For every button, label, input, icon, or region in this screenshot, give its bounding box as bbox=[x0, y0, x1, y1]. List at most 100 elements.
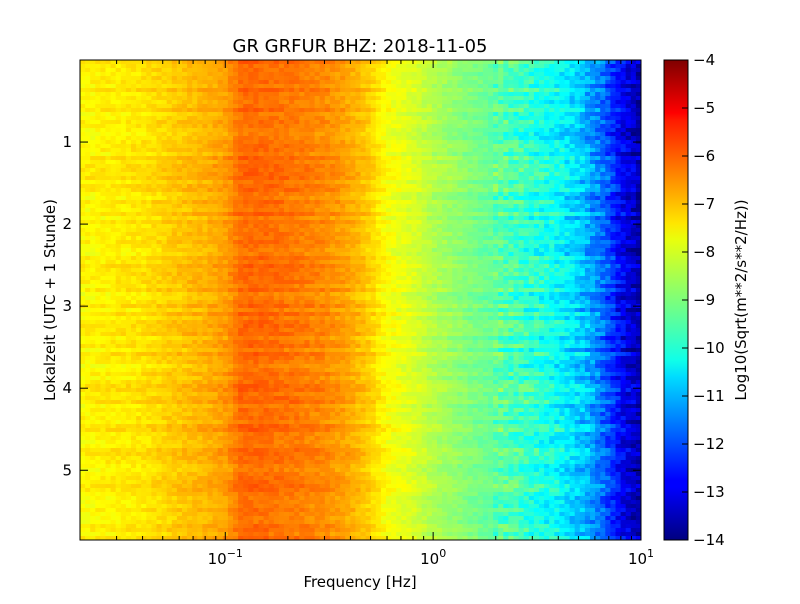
heatmap-cell bbox=[284, 332, 290, 337]
heatmap-cell bbox=[166, 484, 173, 489]
heatmap-cell bbox=[80, 192, 86, 197]
heatmap-cell bbox=[146, 64, 152, 69]
heatmap-cell bbox=[233, 140, 239, 145]
heatmap-cell bbox=[284, 420, 290, 425]
heatmap-cell bbox=[105, 184, 112, 189]
heatmap-cell bbox=[80, 168, 86, 173]
heatmap-cell bbox=[268, 452, 275, 457]
heatmap-cell bbox=[263, 188, 270, 193]
heatmap-cell bbox=[222, 180, 229, 185]
heatmap-cell bbox=[125, 316, 132, 321]
heatmap-cell bbox=[217, 368, 224, 373]
heatmap-cell bbox=[171, 316, 178, 321]
heatmap-cell bbox=[243, 180, 249, 185]
heatmap-cell bbox=[161, 236, 168, 241]
heatmap-cell bbox=[284, 140, 290, 145]
heatmap-cell bbox=[207, 332, 214, 337]
heatmap-cell bbox=[217, 324, 224, 329]
heatmap-cell bbox=[105, 120, 112, 125]
heatmap-cell bbox=[238, 484, 244, 489]
heatmap-cell bbox=[141, 192, 147, 197]
heatmap-cell bbox=[217, 272, 224, 277]
heatmap-cell bbox=[171, 292, 178, 297]
heatmap-cell bbox=[192, 184, 198, 189]
heatmap-cell bbox=[136, 504, 142, 509]
heatmap-cell bbox=[105, 412, 112, 417]
heatmap-cell bbox=[125, 264, 132, 269]
heatmap-cell bbox=[207, 384, 214, 389]
heatmap-cell bbox=[222, 492, 229, 497]
heatmap-cell bbox=[85, 284, 91, 289]
heatmap-cell bbox=[95, 136, 101, 141]
heatmap-cell bbox=[258, 344, 265, 349]
heatmap-cell bbox=[263, 248, 270, 253]
heatmap-cell bbox=[166, 196, 173, 201]
heatmap-cell bbox=[110, 520, 117, 525]
heatmap-cell bbox=[110, 364, 117, 369]
heatmap-cell bbox=[115, 272, 122, 277]
heatmap-cell bbox=[278, 128, 285, 133]
heatmap-cell bbox=[151, 84, 158, 89]
heatmap-cell bbox=[268, 344, 275, 349]
heatmap-cell bbox=[212, 496, 219, 501]
heatmap-cell bbox=[105, 440, 112, 445]
heatmap-cell bbox=[125, 300, 132, 305]
heatmap-cell bbox=[227, 180, 234, 185]
heatmap-cell bbox=[176, 312, 183, 317]
heatmap-cell bbox=[146, 516, 152, 521]
heatmap-cell bbox=[95, 416, 101, 421]
heatmap-cell bbox=[131, 496, 137, 501]
heatmap-cell bbox=[115, 476, 122, 481]
heatmap-cell bbox=[192, 384, 198, 389]
heatmap-cell bbox=[176, 204, 183, 209]
heatmap-cell bbox=[233, 496, 239, 501]
heatmap-cell bbox=[90, 408, 96, 413]
heatmap-cell bbox=[176, 436, 183, 441]
heatmap-cell bbox=[105, 308, 112, 313]
heatmap-cell bbox=[90, 384, 96, 389]
heatmap-cell bbox=[156, 152, 163, 157]
heatmap-cell bbox=[166, 224, 173, 229]
heatmap-cell bbox=[284, 212, 290, 217]
heatmap-cell bbox=[212, 292, 219, 297]
heatmap-cell bbox=[187, 528, 193, 533]
heatmap-cell bbox=[176, 92, 183, 97]
heatmap-cell bbox=[207, 284, 214, 289]
heatmap-cell bbox=[202, 112, 209, 117]
heatmap-cell bbox=[176, 520, 183, 525]
heatmap-cell bbox=[176, 476, 183, 481]
heatmap-cell bbox=[192, 72, 198, 77]
heatmap-cell bbox=[141, 276, 147, 281]
heatmap-cell bbox=[171, 508, 178, 513]
heatmap-cell bbox=[248, 180, 254, 185]
heatmap-cell bbox=[207, 416, 214, 421]
heatmap-cell bbox=[120, 392, 127, 397]
heatmap-cell bbox=[151, 240, 158, 245]
heatmap-cell bbox=[278, 476, 285, 481]
heatmap-cell bbox=[278, 208, 285, 213]
heatmap-cell bbox=[227, 524, 234, 529]
heatmap-cell bbox=[278, 488, 285, 493]
heatmap-cell bbox=[100, 200, 107, 205]
heatmap-cell bbox=[105, 328, 112, 333]
heatmap-cell bbox=[284, 128, 290, 133]
heatmap-cell bbox=[105, 420, 112, 425]
heatmap-cell bbox=[80, 216, 86, 221]
heatmap-cell bbox=[263, 148, 270, 153]
heatmap-cell bbox=[253, 392, 260, 397]
heatmap-cell bbox=[207, 244, 214, 249]
heatmap-cell bbox=[166, 408, 173, 413]
heatmap-cell bbox=[95, 200, 101, 205]
heatmap-cell bbox=[187, 420, 193, 425]
heatmap-cell bbox=[100, 104, 107, 109]
heatmap-cell bbox=[146, 148, 152, 153]
heatmap-cell bbox=[238, 440, 244, 445]
heatmap-cell bbox=[176, 88, 183, 93]
heatmap-cell bbox=[100, 292, 107, 297]
heatmap-cell bbox=[100, 504, 107, 509]
heatmap-cell bbox=[171, 488, 178, 493]
heatmap-cell bbox=[141, 176, 147, 181]
heatmap-cell bbox=[202, 432, 209, 437]
heatmap-cell bbox=[161, 508, 168, 513]
heatmap-cell bbox=[278, 484, 285, 489]
